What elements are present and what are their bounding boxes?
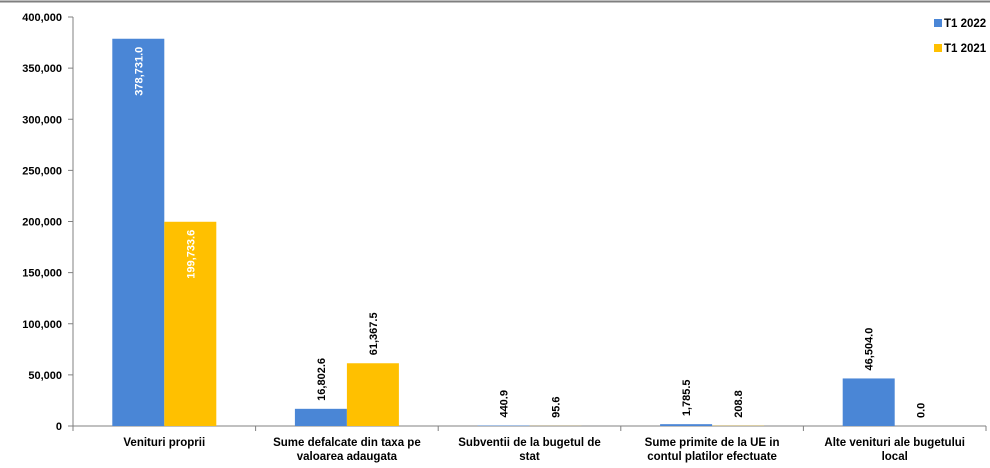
y-axis: 0 50,000 100,000 150,000 200,000 250,000 300,0… bbox=[22, 12, 74, 433]
x-category-label-line: Subventii de la bugetul de bbox=[458, 437, 601, 449]
data-label: 1,785.5 bbox=[681, 379, 693, 416]
data-label: 208.8 bbox=[733, 390, 745, 418]
data-label: 378,731.0 bbox=[133, 47, 145, 96]
y-tick-label: 200,000 bbox=[22, 217, 62, 229]
data-label: 0.0 bbox=[916, 403, 928, 418]
data-label: 61,367.5 bbox=[368, 312, 380, 355]
bar bbox=[660, 424, 713, 426]
bars bbox=[112, 38, 895, 426]
y-tick-label: 250,000 bbox=[22, 165, 62, 177]
x-category-label: Sume primite de la UE in contul platilor … bbox=[645, 437, 780, 463]
x-category-label-line: Sume primite de la UE in bbox=[645, 437, 780, 449]
x-category-label: Subventii de la bugetul de stat bbox=[458, 437, 601, 463]
legend-label: T1 2021 bbox=[944, 43, 987, 55]
legend-swatch bbox=[934, 19, 942, 27]
data-label: 16,802.6 bbox=[316, 358, 328, 401]
x-category-label-line: stat bbox=[519, 451, 540, 463]
x-category-label-line: contul platilor efectuate bbox=[647, 451, 777, 463]
data-labels: 378,731.0 16,802.6 440.9 1,785.5 46,504.0 199… bbox=[133, 47, 927, 418]
y-tick-label: 400,000 bbox=[22, 12, 62, 24]
data-label: 440.9 bbox=[499, 390, 511, 418]
x-category-label: Sume defalcate din taxa pe valoarea adaug… bbox=[273, 437, 421, 463]
y-tick-label: 100,000 bbox=[22, 319, 62, 331]
y-tick-label: 150,000 bbox=[22, 268, 62, 280]
y-tick-label: 50,000 bbox=[28, 370, 62, 382]
x-category-label-line: Alte venituri ale bugetului bbox=[824, 437, 965, 449]
legend-label: T1 2022 bbox=[944, 18, 986, 30]
data-label: 46,504.0 bbox=[864, 328, 876, 371]
x-category-label-line: Sume defalcate din taxa pe bbox=[273, 437, 421, 449]
legend-swatch bbox=[934, 44, 942, 52]
bar bbox=[346, 363, 399, 426]
x-category-label: Alte venituri ale bugetului local bbox=[824, 437, 965, 463]
bar bbox=[842, 378, 895, 426]
legend: T1 2022 T1 2021 bbox=[934, 18, 987, 55]
data-label: 199,733.6 bbox=[185, 230, 197, 279]
x-category-label-line: valoarea adaugata bbox=[297, 451, 398, 463]
x-category-label-line: local bbox=[882, 451, 908, 463]
x-category-label-line: Venituri proprii bbox=[123, 437, 205, 449]
bar bbox=[112, 38, 165, 426]
y-tick-label: 0 bbox=[56, 421, 62, 433]
x-category-label: Venituri proprii bbox=[123, 437, 205, 449]
x-axis: Venituri proprii Sume defalcate din taxa … bbox=[72, 425, 987, 463]
y-tick-label: 350,000 bbox=[22, 63, 62, 75]
data-label: 95.6 bbox=[551, 396, 563, 417]
y-tick-label: 300,000 bbox=[22, 114, 62, 126]
bar bbox=[164, 221, 217, 426]
bar bbox=[294, 408, 347, 426]
